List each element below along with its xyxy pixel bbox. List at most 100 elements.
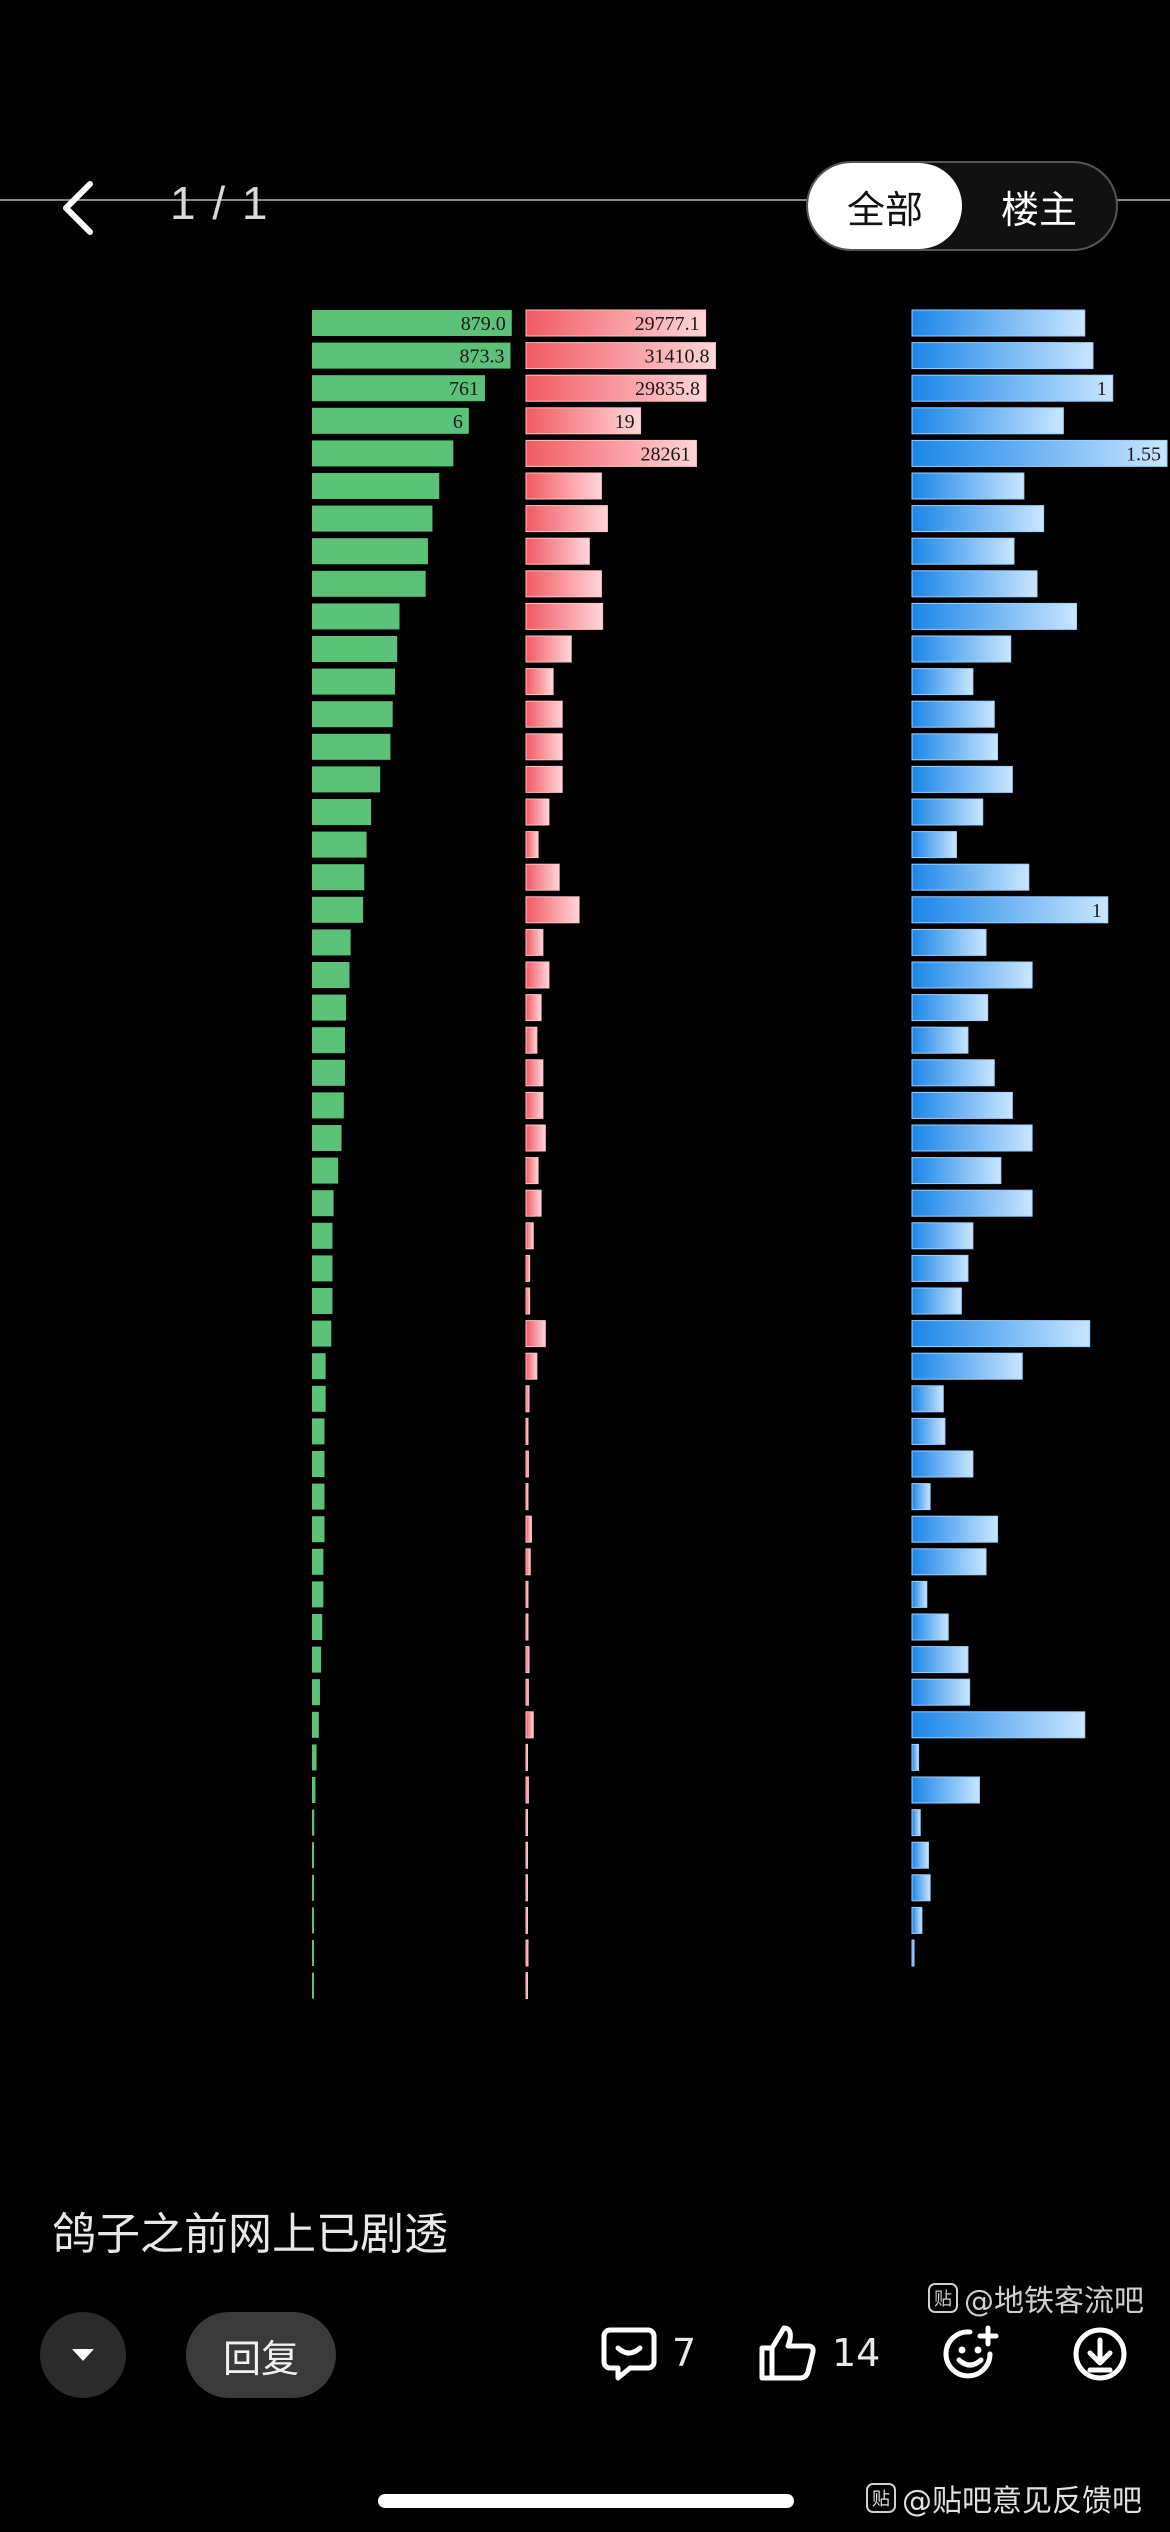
red-bar: [525, 1678, 529, 1706]
red-bar: [525, 1222, 534, 1250]
comment-icon: [601, 2327, 657, 2381]
red-bar: [525, 1091, 544, 1119]
blue-bar: [911, 472, 1025, 500]
green-bar: [312, 1222, 333, 1249]
blue-bar: [911, 1189, 1033, 1217]
download-button[interactable]: [1070, 2324, 1130, 2384]
image-watermark-text: @地铁客流吧: [964, 2284, 1144, 2319]
blue-bar: [911, 1515, 999, 1543]
red-bar: [525, 537, 590, 565]
green-data-label: 6: [453, 411, 463, 433]
blue-bar: [911, 1939, 915, 1967]
tab-all[interactable]: 全部: [808, 163, 962, 249]
red-bar: [525, 1613, 529, 1641]
green-bar: [312, 407, 469, 434]
green-bar: [312, 1516, 325, 1543]
green-bar: [312, 1614, 323, 1640]
red-bar: [525, 1026, 538, 1054]
blue-bar: [911, 733, 999, 761]
comment-button[interactable]: 7: [600, 2324, 696, 2382]
green-bar: [312, 1320, 332, 1347]
red-bar: [525, 1841, 528, 1869]
green-bar: [312, 1777, 316, 1803]
green-bar: [312, 636, 398, 662]
red-bar: [525, 602, 604, 630]
green-bar: [312, 864, 365, 891]
tieba-badge-icon: 贴: [928, 2283, 958, 2313]
green-bar: [312, 342, 511, 369]
green-bar: [312, 1418, 325, 1445]
post-caption: 鸽子之前网上已剧透: [52, 2209, 448, 2260]
blue-bar: [911, 1613, 949, 1641]
red-bar: [525, 1711, 534, 1739]
blue-bar: [911, 1320, 1091, 1348]
blue-bar: [911, 374, 1114, 402]
reply-button[interactable]: 回复: [186, 2312, 336, 2398]
red-bar: [525, 1450, 529, 1478]
blue-bar: [911, 1841, 929, 1869]
blue-bar: [911, 439, 1168, 467]
green-bar: [312, 1027, 345, 1054]
blue-bar: [911, 1254, 969, 1282]
green-bar: [312, 733, 391, 760]
red-data-label: 28261: [640, 443, 690, 465]
tab-original-poster[interactable]: 楼主: [1000, 187, 1077, 232]
blue-bar: [911, 1026, 969, 1054]
green-bar: [312, 1059, 345, 1086]
red-bar: [525, 635, 572, 663]
blue-bar: [911, 1743, 920, 1771]
red-bar: [525, 472, 602, 500]
red-bar: [525, 1776, 529, 1804]
blue-bar: [911, 1874, 931, 1902]
blue-bar: [911, 1646, 969, 1674]
blue-bar: [911, 1450, 974, 1478]
blue-bar: [911, 896, 1109, 924]
green-bar: [312, 1646, 322, 1673]
screen-watermark: 贴 @贴吧意见反馈吧: [866, 2476, 1142, 2520]
collapse-button[interactable]: [40, 2312, 126, 2398]
green-bar: [312, 1353, 326, 1380]
red-bar: [525, 1548, 531, 1576]
like-button[interactable]: 14: [758, 2324, 880, 2382]
green-bar: [312, 375, 485, 402]
blue-bar: [911, 309, 1086, 337]
green-bar: [312, 1483, 325, 1510]
blue-bar: [911, 570, 1038, 598]
red-bar: [525, 798, 550, 826]
green-bar: [312, 799, 372, 825]
green-bar: [312, 1451, 325, 1477]
red-bar: [525, 1972, 528, 2000]
green-bar: [312, 1744, 317, 1771]
back-button[interactable]: [58, 178, 102, 238]
green-bar: [312, 1874, 314, 1901]
red-bar: [525, 896, 580, 924]
red-bar: [525, 1189, 542, 1217]
blue-bar: [911, 1059, 995, 1087]
blue-bar: [911, 635, 1012, 663]
screen-watermark-text: @贴吧意见反馈吧: [902, 2484, 1142, 2519]
blue-bar: [911, 602, 1078, 630]
red-bar: [525, 407, 642, 435]
green-bar: [312, 1940, 314, 1966]
blue-bar: [911, 1385, 944, 1413]
like-count: 14: [832, 2331, 881, 2375]
blue-bar: [911, 1124, 1033, 1152]
page-counter: 1 / 1: [170, 177, 270, 229]
blue-bar: [911, 798, 984, 826]
blue-bar: [911, 1352, 1023, 1380]
red-bar: [525, 1417, 529, 1445]
download-icon: [1073, 2327, 1127, 2381]
red-bar: [525, 863, 560, 891]
red-bar: [525, 342, 716, 370]
green-bar: [312, 1711, 319, 1738]
red-bar: [525, 1059, 544, 1087]
green-bar: [312, 766, 381, 793]
blue-bar: [911, 505, 1045, 533]
red-bar: [525, 733, 563, 761]
green-series: 879.0 873.3 761 6: [312, 310, 512, 1999]
red-bar: [525, 1352, 538, 1380]
react-button[interactable]: [940, 2324, 1000, 2384]
blue-bar: [911, 1580, 928, 1608]
red-bar: [525, 1743, 528, 1771]
